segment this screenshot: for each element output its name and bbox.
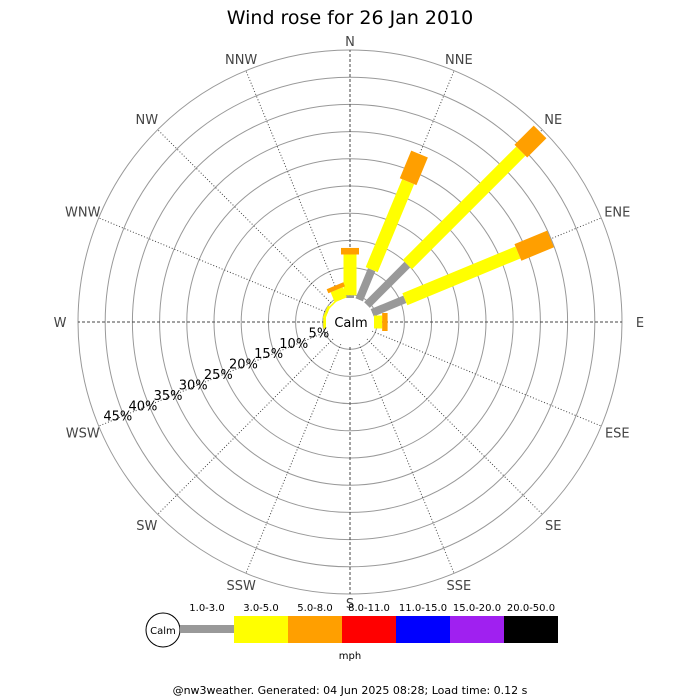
bar-ne	[364, 125, 547, 308]
grid-ring	[240, 212, 460, 432]
legend-swatch-8.0-11.0	[342, 616, 396, 643]
legend: Calm mph 1.0-3.0 3.0-5.0 5.0-8.0 8.0-11.0 11…	[145, 603, 558, 662]
spoke-ssw	[245, 321, 351, 574]
direction-label-nw: NW	[136, 113, 159, 128]
bar-ene	[370, 230, 555, 317]
radial-tick-label: 45%	[103, 410, 132, 425]
legend-swatch-5.0-8.0	[288, 616, 342, 643]
radial-tick-label: 15%	[254, 347, 283, 362]
spoke-nnw	[245, 70, 351, 323]
legend-label: 3.0-5.0	[243, 603, 278, 614]
direction-labels: N NNE NE ENE E ESE SE SSE S SSW SW WSW W WNW NW NNW	[54, 35, 645, 612]
radial-tick-label: 30%	[179, 378, 208, 393]
bar-segment-n-1.0-3.0	[346, 295, 354, 298]
bar-nnw	[326, 282, 347, 303]
bar-segment-nne-3.0-5.0	[365, 179, 415, 273]
calm-center: Calm	[326, 298, 374, 346]
bar-segment-ene-3.0-5.0	[402, 246, 521, 306]
grid-ring	[104, 76, 596, 568]
legend-label: 8.0-11.0	[348, 603, 390, 614]
legend-label: 5.0-8.0	[297, 603, 332, 614]
bar-segment-nne-5.0-8.0	[399, 150, 428, 186]
spoke-se	[349, 321, 543, 515]
spoke-nw	[157, 129, 351, 323]
legend-label: 15.0-20.0	[453, 603, 501, 614]
direction-label-ne: NE	[544, 113, 562, 128]
direction-label-sw: SW	[136, 519, 157, 534]
footer-text: @nw3weather. Generated: 04 Jun 2025 08:2…	[173, 684, 528, 697]
bar-segment-ene-5.0-8.0	[514, 230, 555, 261]
bar-segment-nne-1.0-3.0	[355, 268, 376, 302]
legend-calm-label: Calm	[150, 626, 176, 637]
bar-nne	[355, 150, 428, 302]
wind-bars	[322, 125, 555, 331]
direction-label-ene: ENE	[604, 205, 630, 220]
spoke-sse	[349, 321, 455, 574]
direction-label-ese: ESE	[605, 427, 630, 442]
spoke-sw	[157, 321, 351, 515]
direction-label-nne: NNE	[445, 53, 473, 68]
bar-segment-e-3.0-5.0	[374, 315, 383, 329]
bar-segment-ene-1.0-3.0	[370, 295, 407, 317]
radial-tick-label: 35%	[154, 389, 183, 404]
spoke-wsw	[98, 321, 351, 427]
radial-tick-label: 25%	[204, 368, 233, 383]
radial-tick-label: 40%	[129, 399, 158, 414]
bar-segment-nnw-5.0-8.0	[326, 282, 345, 294]
bar-segment-nnw-3.0-5.0	[330, 287, 347, 303]
bar-segment-ne-5.0-8.0	[514, 125, 547, 158]
calm-circle	[326, 298, 374, 346]
direction-label-nnw: NNW	[225, 53, 257, 68]
legend-label: 11.0-15.0	[399, 603, 447, 614]
spoke-wnw	[98, 217, 351, 323]
bar-e	[374, 313, 388, 331]
bar-segment-n-5.0-8.0	[341, 247, 359, 255]
legend-swatch-1.0-3.0	[180, 625, 234, 633]
grid-ring	[186, 158, 514, 486]
radial-tick-labels: 5%10%15%20%25%30%35%40%45%	[103, 326, 329, 424]
calm-label: Calm	[334, 316, 367, 331]
radial-tick-label: 10%	[279, 337, 308, 352]
bar-segment-e-5.0-8.0	[382, 313, 388, 331]
direction-label-w: W	[54, 316, 67, 331]
direction-label-s: S	[346, 597, 354, 612]
direction-label-ssw: SSW	[226, 579, 256, 594]
direction-label-wnw: WNW	[65, 205, 101, 220]
legend-swatch-3.0-5.0	[234, 616, 288, 643]
direction-label-e: E	[636, 316, 644, 331]
bar-segment-ne-1.0-3.0	[364, 261, 411, 308]
chart-title: Wind rose for 26 Jan 2010	[227, 7, 474, 29]
legend-label: 20.0-50.0	[507, 603, 555, 614]
direction-label-sse: SSE	[446, 579, 471, 594]
radial-tick-label: 5%	[309, 326, 330, 341]
legend-label: 1.0-3.0	[189, 603, 224, 614]
bar-segment-n-3.0-5.0	[343, 254, 357, 296]
bar-n	[341, 247, 359, 298]
direction-label-wsw: WSW	[66, 427, 100, 442]
spoke-ese	[349, 321, 602, 427]
legend-swatch-11.0-15.0	[396, 616, 450, 643]
legend-unit: mph	[339, 651, 361, 662]
direction-label-se: SE	[545, 519, 561, 534]
radial-tick-label: 20%	[229, 358, 258, 373]
legend-swatch-20.0-50.0	[504, 616, 558, 643]
direction-label-n: N	[345, 35, 355, 50]
legend-swatch-15.0-20.0	[450, 616, 504, 643]
bar-segment-ne-3.0-5.0	[402, 146, 526, 270]
